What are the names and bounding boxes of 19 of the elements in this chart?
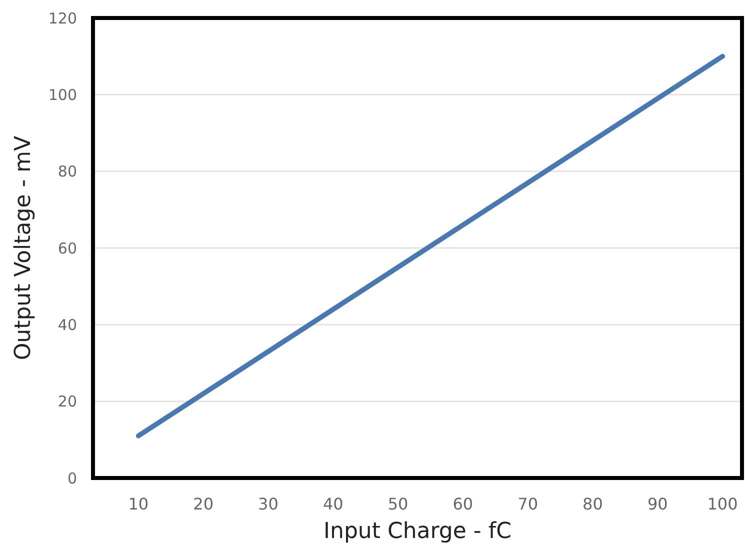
x-axis-title: Input Charge - fC <box>324 519 512 544</box>
x-tick-label: 100 <box>707 494 738 514</box>
y-axis-title: Output Voltage - mV <box>10 136 36 360</box>
y-tick-label: 100 <box>48 86 77 104</box>
y-tick-label: 60 <box>58 239 77 258</box>
y-tick-label: 120 <box>48 9 77 28</box>
y-tick-label: 40 <box>58 316 77 334</box>
x-tick-label: 60 <box>452 494 474 514</box>
y-tick-label: 20 <box>58 392 77 411</box>
x-tick-label: 10 <box>128 494 149 514</box>
x-tick-label: 90 <box>647 494 668 514</box>
x-tick-label: 30 <box>258 494 278 514</box>
x-tick-label: 80 <box>582 494 603 514</box>
x-tick-label: 40 <box>322 494 344 514</box>
x-tick-label: 50 <box>388 494 408 514</box>
x-tick-label: 20 <box>193 494 214 514</box>
y-tick-label: 80 <box>58 162 77 181</box>
y-tick-label: 0 <box>67 469 77 488</box>
x-tick-label: 70 <box>518 494 538 514</box>
